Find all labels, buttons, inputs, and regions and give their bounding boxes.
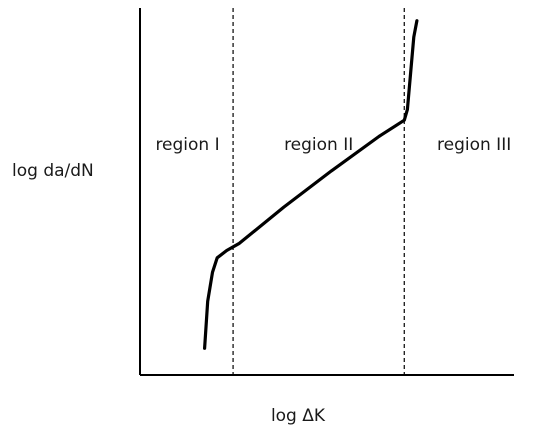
region-labels: region I region II region III	[155, 135, 511, 155]
axes	[139, 8, 514, 376]
region-label-3: region III	[437, 135, 511, 155]
region-label-2: region II	[284, 135, 353, 155]
region-dividers	[232, 8, 405, 375]
x-axis-label: log ΔK	[271, 406, 326, 426]
region-label-1: region I	[155, 135, 219, 155]
crack-growth-curve	[203, 19, 419, 350]
y-axis-label: log da/dN	[12, 161, 94, 181]
